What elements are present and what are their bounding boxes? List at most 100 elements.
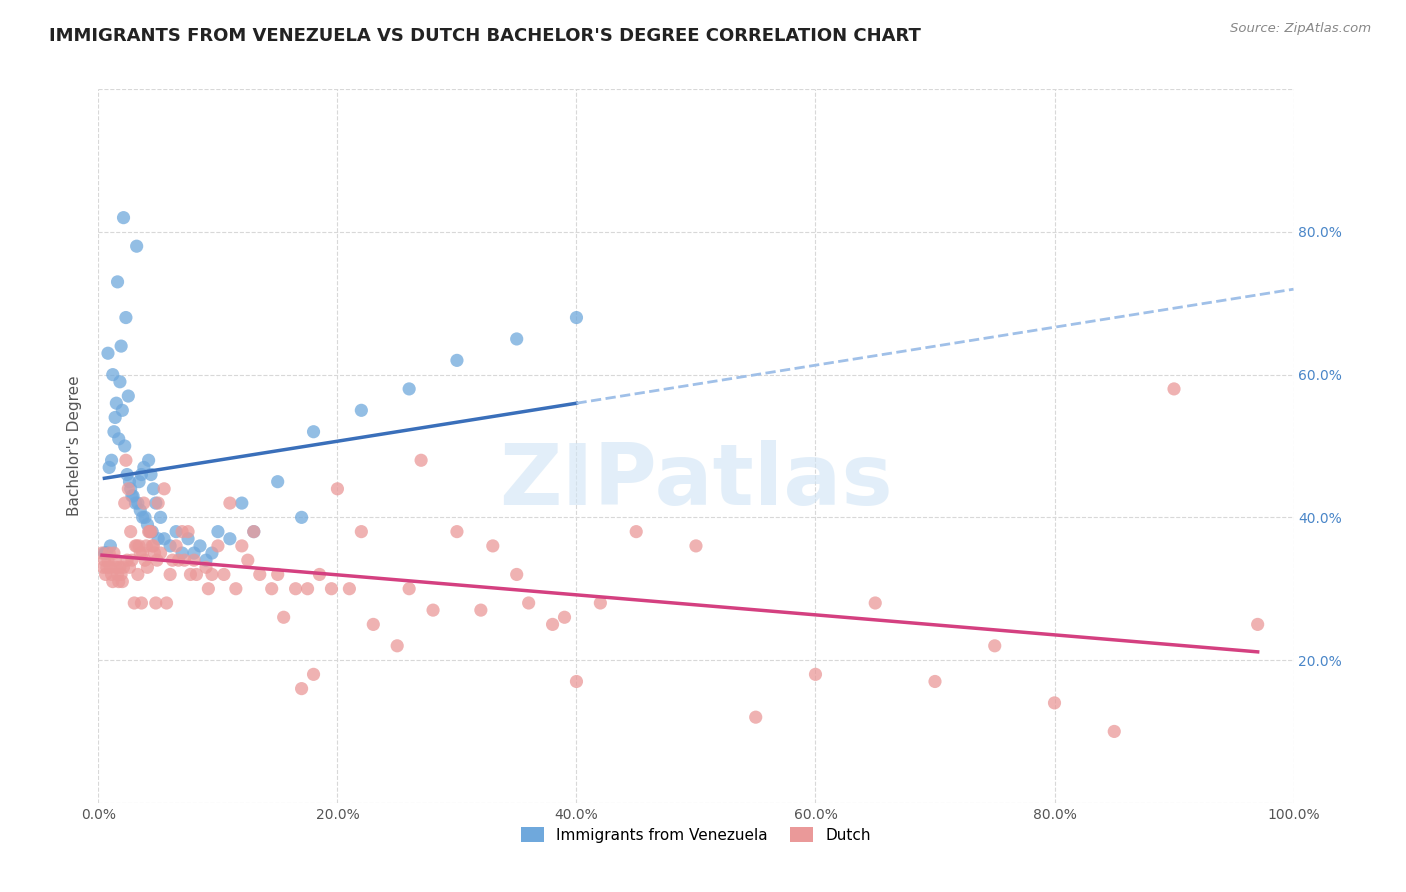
Point bbox=[100, 567, 122, 582]
Point bbox=[114, 439, 136, 453]
Point bbox=[422, 603, 444, 617]
Point bbox=[141, 524, 163, 539]
Point bbox=[93, 553, 115, 567]
Point bbox=[350, 403, 373, 417]
Point bbox=[96, 546, 118, 560]
Point bbox=[350, 524, 373, 539]
Point bbox=[172, 524, 194, 539]
Point bbox=[321, 582, 343, 596]
Point bbox=[177, 532, 200, 546]
Point bbox=[107, 567, 129, 582]
Point bbox=[120, 524, 142, 539]
Point bbox=[201, 546, 224, 560]
Point bbox=[134, 553, 156, 567]
Point bbox=[105, 396, 128, 410]
Point bbox=[132, 496, 155, 510]
Point bbox=[117, 389, 139, 403]
Point bbox=[159, 539, 181, 553]
Point bbox=[172, 546, 194, 560]
Point bbox=[195, 560, 218, 574]
Point bbox=[145, 496, 167, 510]
Point bbox=[111, 574, 134, 589]
Point bbox=[138, 524, 160, 539]
Point bbox=[118, 560, 141, 574]
Point bbox=[125, 539, 148, 553]
Point bbox=[297, 582, 319, 596]
Point bbox=[267, 567, 290, 582]
Point bbox=[149, 546, 172, 560]
Point bbox=[142, 539, 165, 553]
Point bbox=[94, 567, 117, 582]
Point bbox=[219, 532, 242, 546]
Point bbox=[98, 539, 122, 553]
Point bbox=[804, 667, 827, 681]
Point bbox=[131, 510, 153, 524]
Point bbox=[146, 553, 169, 567]
Point bbox=[1104, 724, 1126, 739]
Point bbox=[865, 596, 887, 610]
Point bbox=[186, 567, 208, 582]
Point bbox=[108, 375, 131, 389]
Point bbox=[195, 553, 218, 567]
Point bbox=[98, 460, 121, 475]
Point bbox=[134, 510, 156, 524]
Point bbox=[165, 524, 187, 539]
Point bbox=[127, 496, 149, 510]
Point bbox=[284, 582, 307, 596]
Point bbox=[179, 567, 201, 582]
Point bbox=[148, 496, 170, 510]
Point bbox=[100, 453, 122, 467]
Point bbox=[565, 310, 588, 325]
Point bbox=[138, 453, 160, 467]
Point bbox=[124, 496, 146, 510]
Point bbox=[173, 553, 195, 567]
Point bbox=[103, 425, 125, 439]
Point bbox=[122, 489, 145, 503]
Point bbox=[446, 353, 468, 368]
Point bbox=[231, 496, 253, 510]
Point bbox=[111, 403, 134, 417]
Point bbox=[183, 553, 205, 567]
Point bbox=[177, 524, 200, 539]
Point bbox=[93, 546, 115, 560]
Point bbox=[155, 596, 177, 610]
Point bbox=[91, 560, 114, 574]
Point bbox=[291, 510, 314, 524]
Point bbox=[626, 524, 648, 539]
Point bbox=[398, 382, 420, 396]
Point bbox=[110, 339, 132, 353]
Point bbox=[273, 610, 295, 624]
Point bbox=[91, 546, 114, 560]
Point bbox=[481, 539, 505, 553]
Point bbox=[165, 539, 187, 553]
Point bbox=[125, 239, 148, 253]
Text: IMMIGRANTS FROM VENEZUELA VS DUTCH BACHELOR'S DEGREE CORRELATION CHART: IMMIGRANTS FROM VENEZUELA VS DUTCH BACHE… bbox=[49, 27, 921, 45]
Point bbox=[446, 524, 468, 539]
Point bbox=[924, 674, 946, 689]
Point bbox=[121, 489, 143, 503]
Point bbox=[107, 432, 129, 446]
Point bbox=[385, 639, 409, 653]
Point bbox=[128, 475, 150, 489]
Point bbox=[107, 574, 129, 589]
Point bbox=[115, 453, 138, 467]
Point bbox=[153, 482, 176, 496]
Point bbox=[143, 546, 166, 560]
Point bbox=[212, 567, 235, 582]
Point bbox=[145, 596, 167, 610]
Point bbox=[136, 560, 159, 574]
Point bbox=[517, 596, 540, 610]
Point bbox=[302, 667, 325, 681]
Point bbox=[139, 524, 162, 539]
Point bbox=[162, 553, 184, 567]
Point bbox=[114, 496, 136, 510]
Point bbox=[139, 524, 162, 539]
Point bbox=[197, 582, 219, 596]
Point bbox=[117, 482, 139, 496]
Point bbox=[1163, 382, 1185, 396]
Point bbox=[101, 574, 124, 589]
Point bbox=[131, 546, 153, 560]
Point bbox=[104, 553, 127, 567]
Point bbox=[104, 410, 127, 425]
Point bbox=[112, 211, 135, 225]
